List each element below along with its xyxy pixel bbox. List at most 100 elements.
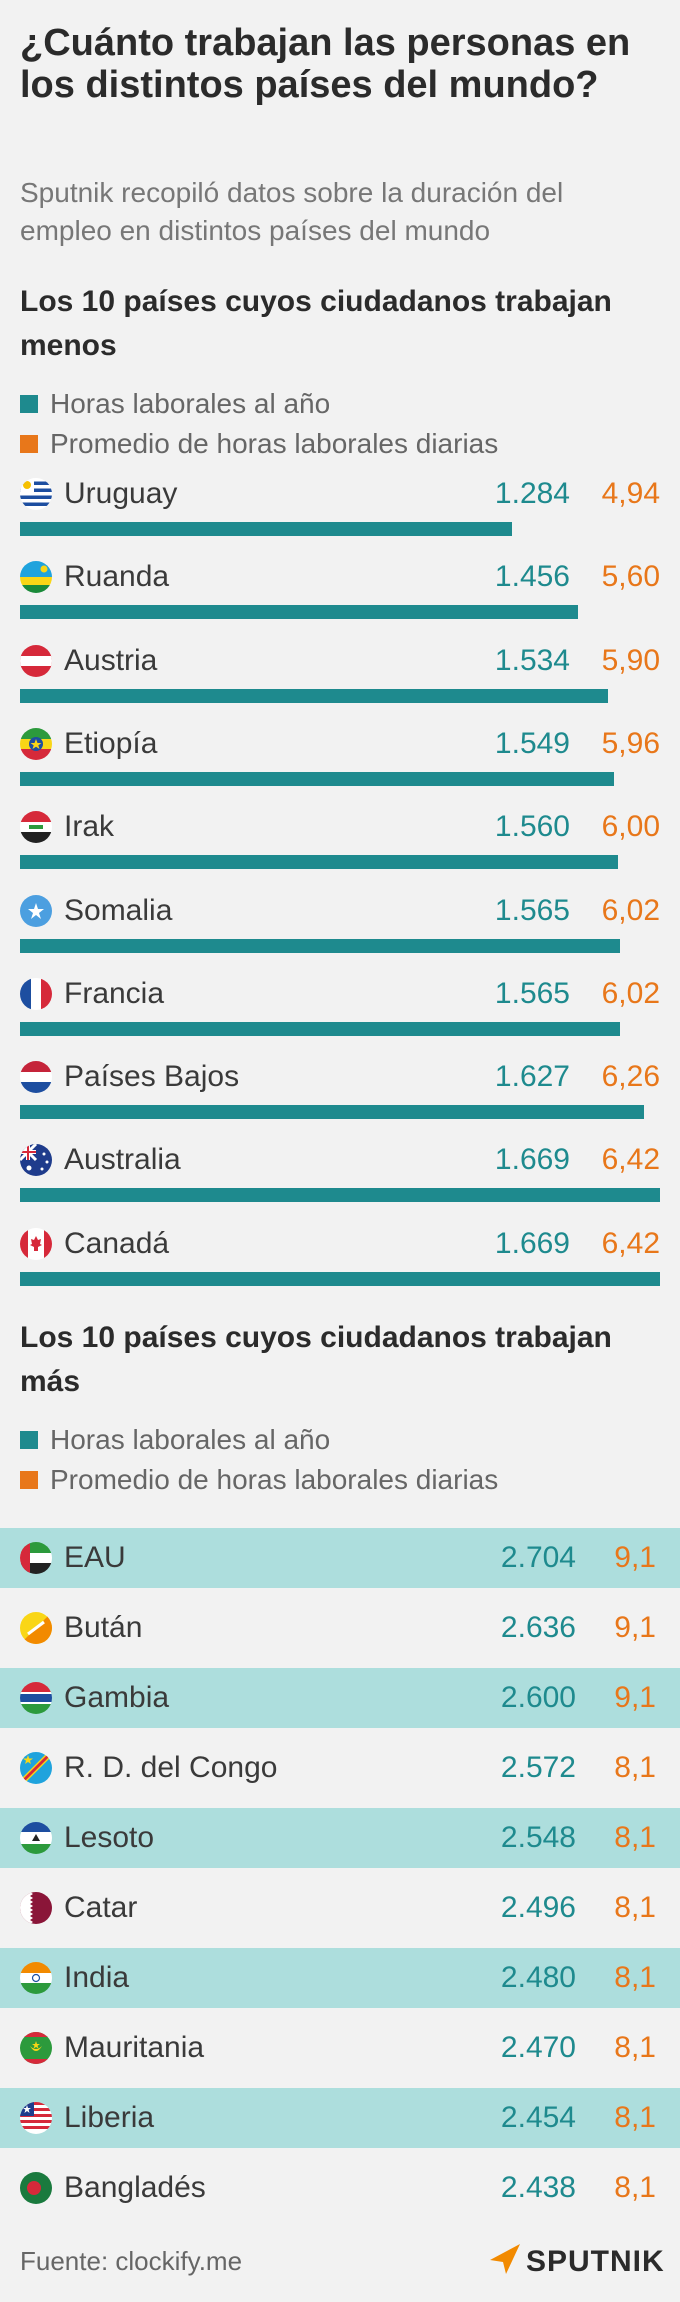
country-name: Lesoto bbox=[64, 1821, 155, 1854]
mauritania-flag-icon bbox=[20, 2032, 52, 2064]
annual-hours-bar bbox=[20, 605, 578, 620]
legend-swatch-daily bbox=[20, 1471, 38, 1489]
legend-label-annual: Horas laborales al año bbox=[50, 1424, 331, 1455]
annual-hours-label: 1.565 bbox=[494, 893, 570, 927]
bhutan-flag-icon bbox=[20, 1612, 52, 1644]
legend-swatch-daily bbox=[20, 435, 38, 453]
bar-row: Países Bajos 1.627 6,26 bbox=[20, 1055, 660, 1125]
legend-swatch-annual bbox=[20, 395, 38, 413]
legend-item-daily: Promedio de horas laborales diarias bbox=[20, 424, 660, 464]
liberia-flag-icon bbox=[20, 2102, 52, 2134]
daily-hours-label: 9,1 bbox=[614, 1541, 656, 1574]
drc-flag-icon bbox=[20, 1752, 52, 1784]
daily-hours-label: 4,94 bbox=[601, 477, 660, 510]
country-name: Irak bbox=[64, 810, 115, 844]
country-name: EAU bbox=[64, 1541, 126, 1574]
bar-row: Uruguay 1.284 4,94 bbox=[20, 472, 660, 542]
daily-hours-label: 6,42 bbox=[601, 1143, 660, 1177]
daily-hours-label: 8,1 bbox=[614, 1961, 656, 1994]
annual-hours-label: 2.548 bbox=[500, 1821, 576, 1854]
annual-hours-bar bbox=[20, 1021, 620, 1036]
annual-hours-label: 2.636 bbox=[500, 1611, 576, 1644]
australia-flag-icon bbox=[20, 1144, 52, 1177]
country-name: India bbox=[64, 1961, 130, 1994]
bar-row: Francia 1.565 6,02 bbox=[20, 972, 660, 1042]
uae-flag-icon bbox=[20, 1542, 52, 1574]
annual-hours-bar bbox=[20, 771, 614, 786]
daily-hours-label: 8,1 bbox=[614, 1821, 656, 1854]
legend-label-annual: Horas laborales al año bbox=[50, 388, 331, 419]
annual-hours-label: 1.669 bbox=[494, 1226, 570, 1260]
bar-row: Irak 1.560 6,00 bbox=[20, 805, 660, 875]
daily-hours-label: 6,02 bbox=[601, 976, 660, 1010]
country-name: Canadá bbox=[64, 1226, 170, 1260]
legend-label-daily: Promedio de horas laborales diarias bbox=[50, 428, 499, 459]
table-row: Bután 2.636 9,1 bbox=[0, 1598, 680, 1658]
bar-row: Ruanda 1.456 5,60 bbox=[20, 555, 660, 625]
bar-row: Somalia 1.565 6,02 bbox=[20, 889, 660, 959]
source-note: Fuente: clockify.me bbox=[20, 2246, 243, 2276]
country-name: Bután bbox=[64, 1611, 143, 1644]
annual-hours-label: 2.704 bbox=[500, 1541, 576, 1574]
country-name: Liberia bbox=[64, 2101, 155, 2134]
legend-most: Horas laborales al año Promedio de horas… bbox=[20, 1420, 660, 1500]
table-row: R. D. del Congo 2.572 8,1 bbox=[0, 1738, 680, 1798]
austria-flag-icon bbox=[20, 644, 52, 677]
france-flag-icon bbox=[20, 977, 52, 1010]
annual-hours-label: 1.669 bbox=[494, 1143, 570, 1177]
bar-row: Austria 1.534 5,90 bbox=[20, 639, 660, 709]
table-row: EAU 2.704 9,1 bbox=[0, 1528, 680, 1588]
daily-hours-label: 8,1 bbox=[614, 2031, 656, 2064]
brand-name: SPUTNIK bbox=[526, 2245, 665, 2278]
annual-hours-bar bbox=[20, 1271, 660, 1286]
page-subtitle: Sputnik recopiló datos sobre la duración… bbox=[20, 177, 564, 246]
country-name: Mauritania bbox=[64, 2031, 205, 2064]
legend-item-annual: Horas laborales al año bbox=[20, 1420, 660, 1460]
country-name: Bangladés bbox=[64, 2171, 206, 2204]
ethiopia-flag-icon bbox=[20, 727, 52, 760]
annual-hours-label: 2.496 bbox=[500, 1891, 576, 1924]
bar-row: Australia 1.669 6,42 bbox=[20, 1138, 660, 1208]
daily-hours-label: 5,60 bbox=[601, 560, 660, 594]
bar-row: Canadá 1.669 6,42 bbox=[20, 1222, 660, 1292]
bar-row: Etiopía 1.549 5,96 bbox=[20, 722, 660, 792]
daily-hours-label: 6,02 bbox=[601, 893, 660, 927]
country-name: Uruguay bbox=[64, 477, 178, 510]
gambia-flag-icon bbox=[20, 1682, 52, 1714]
daily-hours-label: 8,1 bbox=[614, 2101, 656, 2134]
annual-hours-label: 1.534 bbox=[494, 643, 570, 677]
annual-hours-bar bbox=[20, 938, 620, 953]
table-row: Lesoto 2.548 8,1 bbox=[0, 1808, 680, 1868]
annual-hours-bar bbox=[20, 855, 618, 870]
sputnik-logo: SPUTNIK bbox=[486, 2240, 666, 2284]
daily-hours-label: 6,26 bbox=[601, 1060, 660, 1094]
country-name: Etiopía bbox=[64, 726, 158, 760]
country-name: Catar bbox=[64, 1891, 138, 1924]
somalia-flag-icon bbox=[20, 894, 52, 927]
country-name: Austria bbox=[64, 643, 158, 677]
country-name: Francia bbox=[64, 976, 165, 1010]
section-title-least: Los 10 países cuyos ciudadanos trabajan … bbox=[20, 285, 612, 362]
india-flag-icon bbox=[20, 1962, 52, 1994]
daily-hours-label: 8,1 bbox=[614, 1891, 656, 1924]
annual-hours-label: 1.560 bbox=[494, 810, 570, 844]
table-row: India 2.480 8,1 bbox=[0, 1948, 680, 2008]
country-name: Gambia bbox=[64, 1681, 170, 1714]
bangladesh-flag-icon bbox=[20, 2172, 52, 2204]
canada-flag-icon bbox=[20, 1227, 52, 1260]
country-name: Países Bajos bbox=[64, 1060, 240, 1094]
table-row: Mauritania 2.470 8,1 bbox=[0, 2018, 680, 2078]
page-title: ¿Cuánto trabajan las personas en los dis… bbox=[20, 22, 631, 106]
legend-least: Horas laborales al año Promedio de horas… bbox=[20, 384, 660, 464]
legend-swatch-annual bbox=[20, 1431, 38, 1449]
country-name: Somalia bbox=[64, 893, 173, 927]
qatar-flag-icon bbox=[20, 1892, 52, 1924]
section-title-most: Los 10 países cuyos ciudadanos trabajan … bbox=[20, 1321, 612, 1398]
table-row: Bangladés 2.438 8,1 bbox=[0, 2158, 680, 2218]
annual-hours-label: 1.627 bbox=[494, 1060, 570, 1094]
uruguay-flag-icon bbox=[20, 478, 52, 510]
legend-item-daily: Promedio de horas laborales diarias bbox=[20, 1460, 660, 1500]
daily-hours-label: 6,42 bbox=[601, 1226, 660, 1260]
annual-hours-label: 1.456 bbox=[494, 560, 570, 594]
table-row: Catar 2.496 8,1 bbox=[0, 1878, 680, 1938]
